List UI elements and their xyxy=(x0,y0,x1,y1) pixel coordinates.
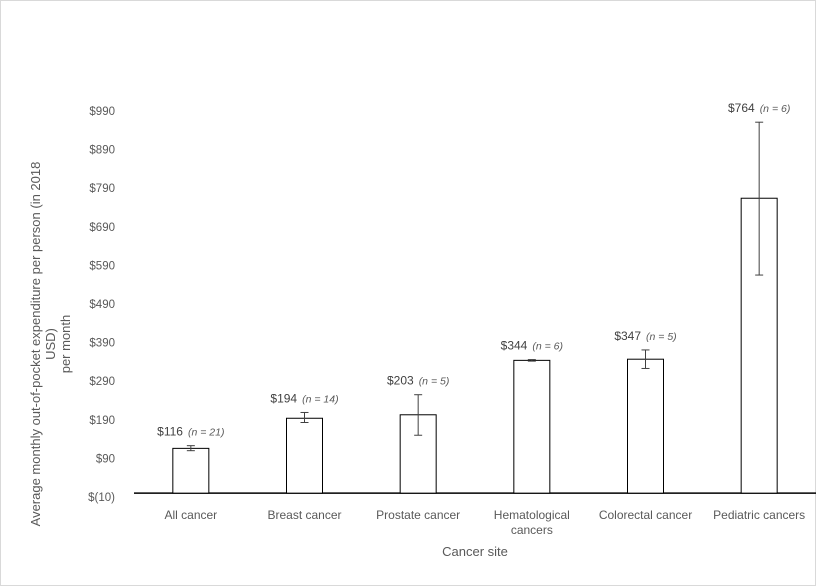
x-axis-title: Cancer site xyxy=(442,544,508,559)
data-label-5: $764 (n = 6) xyxy=(728,101,790,115)
value-label-5: $764 xyxy=(728,101,755,115)
bar-0 xyxy=(172,447,210,494)
bar-5 xyxy=(740,197,778,494)
data-label-0: $116 (n = 21) xyxy=(157,425,224,439)
n-label-5: (n = 6) xyxy=(760,103,791,115)
data-label-3: $344 (n = 6) xyxy=(501,339,563,353)
y-tick-label-4: $590 xyxy=(89,260,115,272)
value-label-3: $344 xyxy=(501,339,528,353)
y-tick-label-2: $790 xyxy=(89,183,115,195)
y-tick-label-0: $990 xyxy=(89,106,115,118)
value-label-2: $203 xyxy=(387,374,414,388)
x-tick-label-3-1: cancers xyxy=(511,523,553,537)
x-tick-label-0: All cancer xyxy=(164,508,217,522)
n-label-3: (n = 6) xyxy=(532,341,563,353)
x-tick-label-5: Pediatric cancers xyxy=(713,508,805,522)
n-label-2: (n = 5) xyxy=(419,376,450,388)
value-label-4: $347 xyxy=(614,329,641,343)
data-label-1: $194 (n = 14) xyxy=(270,391,338,405)
bar-1 xyxy=(286,417,323,494)
x-tick-label-1: Breast cancer xyxy=(267,508,341,522)
y-tick-label-1: $890 xyxy=(89,145,115,157)
y-tick-label-6: $390 xyxy=(89,338,115,350)
y-tick-label-3: $690 xyxy=(89,222,115,234)
value-label-1: $194 xyxy=(270,391,297,405)
n-label-1: (n = 14) xyxy=(302,393,338,405)
n-label-4: (n = 5) xyxy=(646,331,677,343)
y-tick-label-9: $90 xyxy=(96,453,115,465)
data-label-2: $203 (n = 5) xyxy=(387,374,449,388)
data-label-4: $347 (n = 5) xyxy=(614,329,676,343)
bar-3 xyxy=(513,359,551,494)
x-tick-label-4: Colorectal cancer xyxy=(599,508,692,522)
x-tick-label-3: Hematological xyxy=(494,508,570,522)
y-tick-label-8: $190 xyxy=(89,415,115,427)
y-axis-title-line-0: Average monthly out-of-pocket expenditur… xyxy=(28,162,43,527)
y-axis-title-line-1: USD) xyxy=(43,328,58,360)
n-label-0: (n = 21) xyxy=(188,427,224,439)
y-tick-label-7: $290 xyxy=(89,376,115,388)
value-label-0: $116 xyxy=(157,425,183,439)
y-tick-label-10: $(10) xyxy=(88,492,115,504)
y-axis-title-line-2: per month xyxy=(58,315,73,374)
x-tick-label-2: Prostate cancer xyxy=(376,508,460,522)
bar-4 xyxy=(627,358,664,494)
y-tick-label-5: $490 xyxy=(89,299,115,311)
